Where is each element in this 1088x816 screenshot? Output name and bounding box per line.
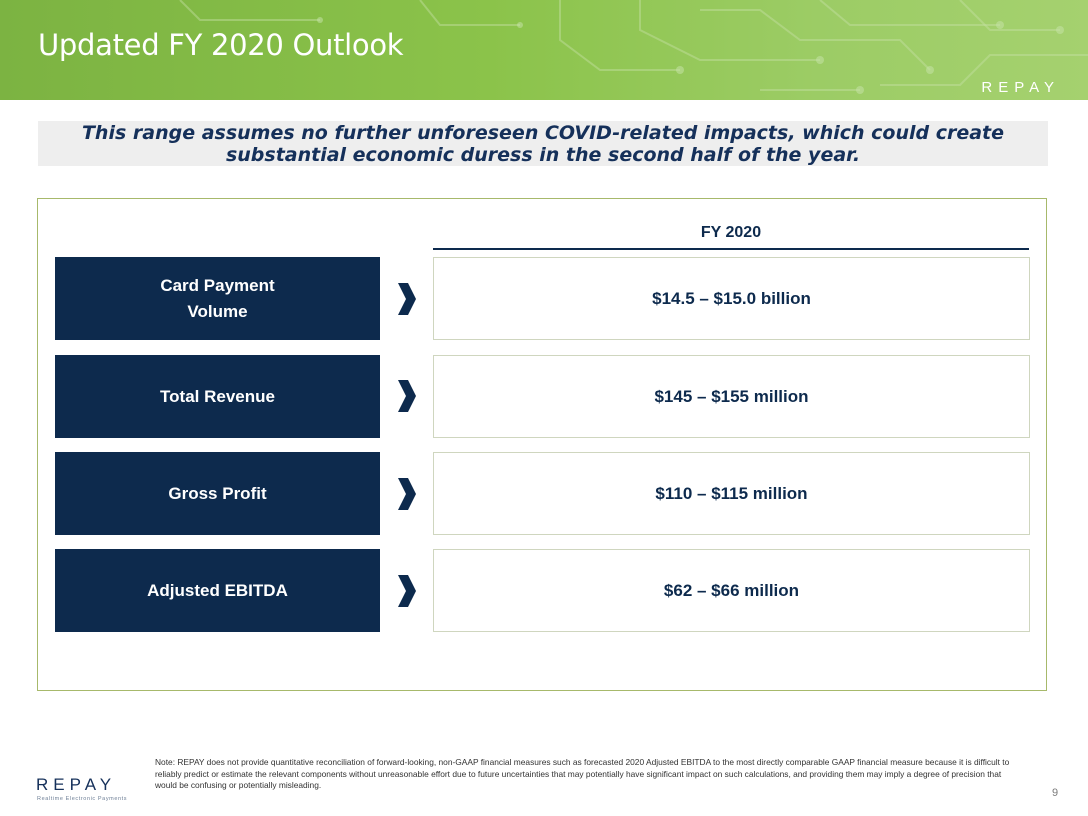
value-adjusted-ebitda: $62 – $66 million bbox=[433, 549, 1030, 632]
footnote: Note: REPAY does not provide quantitativ… bbox=[155, 757, 1010, 790]
logo-wordmark: REPAY bbox=[36, 775, 117, 794]
outlook-panel bbox=[37, 198, 1047, 691]
chevron-right-icon bbox=[398, 575, 416, 607]
brand-logo-header: REPAY bbox=[981, 79, 1060, 96]
metric-total-revenue: Total Revenue bbox=[55, 355, 380, 438]
assumption-banner: This range assumes no further unforeseen… bbox=[38, 121, 1048, 166]
value-card-payment-volume: $14.5 – $15.0 billion bbox=[433, 257, 1030, 340]
metric-card-payment-volume: Card Payment Volume bbox=[55, 257, 380, 340]
metric-gross-profit: Gross Profit bbox=[55, 452, 380, 535]
value-total-revenue: $145 – $155 million bbox=[433, 355, 1030, 438]
value-gross-profit: $110 – $115 million bbox=[433, 452, 1030, 535]
page-number: 9 bbox=[1052, 787, 1059, 799]
circuit-pattern-icon bbox=[179, 0, 1088, 94]
metric-adjusted-ebitda: Adjusted EBITDA bbox=[55, 549, 380, 632]
metric-label: Card Payment Volume bbox=[160, 275, 275, 321]
metric-label: Gross Profit bbox=[168, 483, 267, 503]
logo-tagline: Realtime Electronic Payments bbox=[37, 796, 128, 802]
chevron-right-icon bbox=[398, 380, 416, 412]
header-banner: Updated FY 2020 Outlook REPAY bbox=[0, 0, 1088, 100]
page-title: Updated FY 2020 Outlook bbox=[38, 28, 404, 62]
metric-label: Total Revenue bbox=[160, 386, 275, 406]
column-header: FY 2020 bbox=[433, 222, 1029, 250]
repay-logo: REPAY Realtime Electronic Payments bbox=[36, 775, 128, 805]
chevron-right-icon bbox=[398, 283, 416, 315]
metric-label: Adjusted EBITDA bbox=[147, 580, 288, 600]
assumption-text: This range assumes no further unforeseen… bbox=[81, 121, 1005, 166]
chevron-right-icon bbox=[398, 478, 416, 510]
